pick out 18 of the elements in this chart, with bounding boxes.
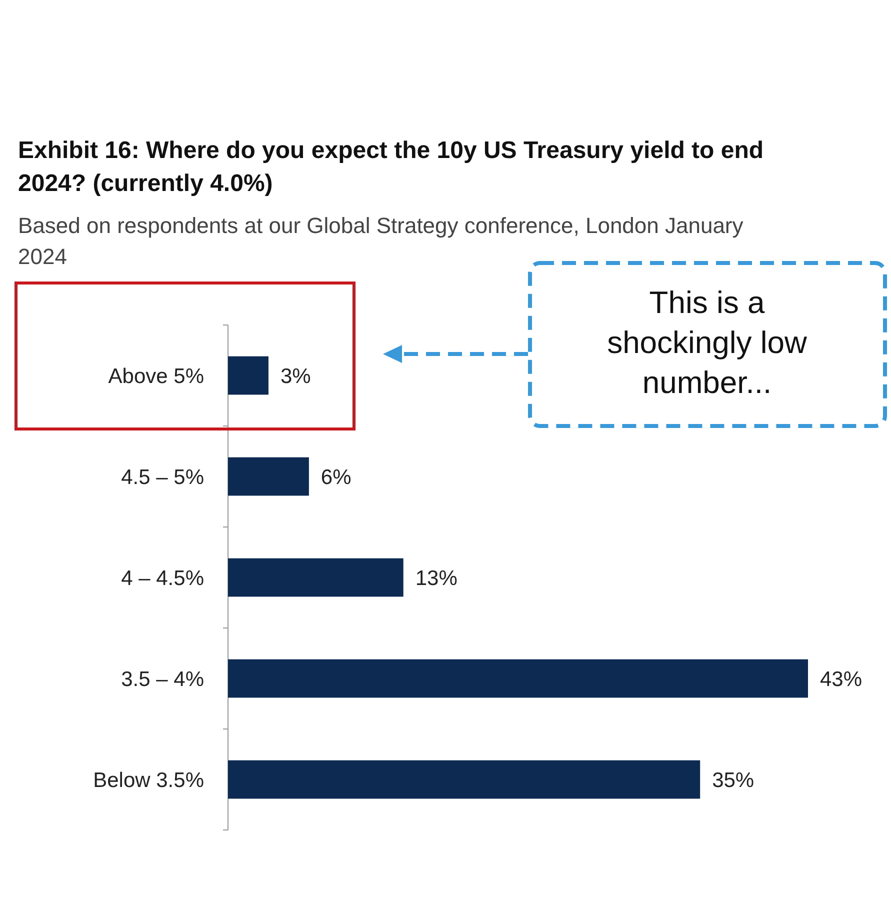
y-tick-label: 4 – 4.5% [121, 566, 204, 590]
y-tick-label: 4.5 – 5% [121, 466, 204, 489]
data-label: 35% [712, 768, 754, 792]
y-tick-label: Below 3.5% [93, 768, 204, 792]
annotation: This is a shockingly low number... [607, 285, 808, 400]
bar [228, 356, 268, 395]
data-label: 43% [820, 668, 862, 691]
bar [228, 659, 808, 698]
y-tick-label: 3.5 – 4% [121, 668, 204, 691]
data-label: 13% [415, 566, 458, 590]
chart-title: Exhibit 16: Where do you expect the 10y US Treasury yield to end 2024? (currently 4.0%) [18, 137, 764, 197]
y-tick-label: Above 5% [108, 364, 204, 388]
bar [228, 457, 309, 496]
bar [228, 558, 404, 597]
data-label: 6% [320, 466, 352, 489]
chart-subtitle: Based on respondents at our Global Strategy conference, London January 2024 [18, 213, 744, 269]
data-label: 3% [280, 364, 311, 388]
bar [228, 760, 700, 799]
